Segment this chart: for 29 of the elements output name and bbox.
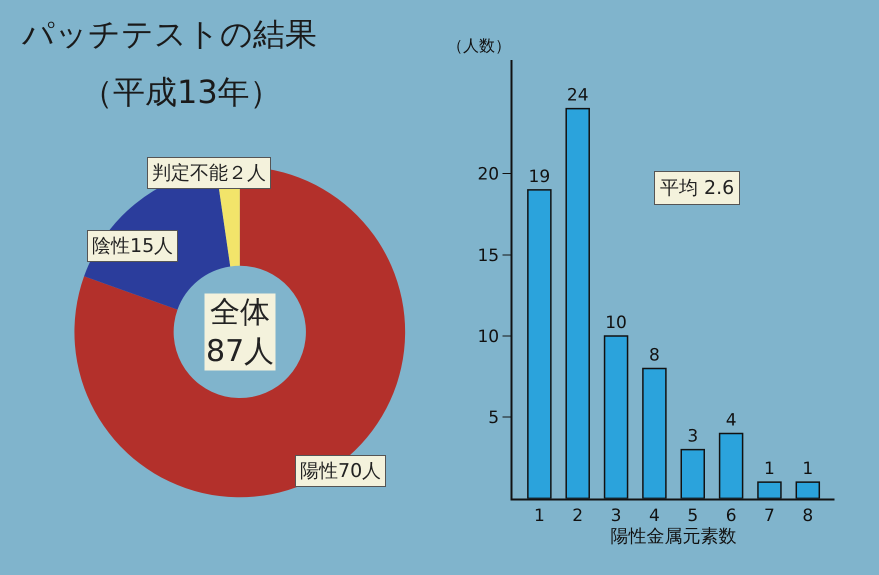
data-label: 1 — [802, 459, 814, 480]
slice-label: 判定不能２人 — [152, 162, 266, 184]
annotation: 平均 2.6 — [660, 177, 734, 199]
slice-label: 陰性15人 — [92, 235, 174, 257]
data-label: 19 — [528, 166, 550, 187]
x-tick-label: 8 — [802, 506, 814, 526]
x-tick-label: 3 — [610, 506, 622, 526]
y-tick-label: 10 — [477, 326, 500, 347]
y-tick-label: 20 — [477, 164, 500, 185]
y-tick-label: 15 — [477, 246, 500, 266]
data-label: 10 — [605, 313, 627, 334]
x-tick-label: 7 — [764, 506, 775, 526]
x-tick-label: 4 — [648, 506, 660, 526]
x-tick-label: 1 — [534, 506, 545, 526]
text: 全体 87人 — [206, 295, 274, 369]
x-tick-label: 6 — [726, 506, 737, 526]
chart-subtitle: （平成13年） — [81, 73, 282, 111]
x-tick-label: 5 — [687, 506, 698, 526]
data-label: 8 — [648, 345, 660, 366]
chart-title: パッチテストの結果 — [21, 15, 317, 53]
data-label: 1 — [764, 459, 775, 480]
x-axis-title: 陽性金属元素数 — [610, 526, 737, 547]
slice-label: 陽性70人 — [300, 460, 382, 482]
data-label: 4 — [726, 410, 737, 430]
y-axis-title: （人数） — [447, 36, 511, 55]
data-label: 24 — [566, 86, 589, 106]
x-tick-label: 2 — [572, 506, 584, 526]
data-label: 3 — [687, 426, 698, 447]
y-tick-label: 5 — [488, 408, 500, 428]
